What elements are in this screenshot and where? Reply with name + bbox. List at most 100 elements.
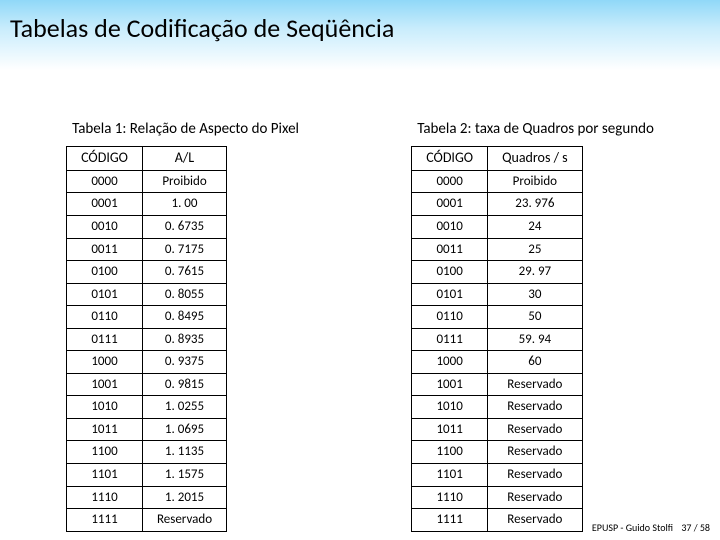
table2-cell-value: Reservado	[488, 373, 583, 396]
table1-cell-code: 1001	[67, 373, 143, 396]
table1-cell-code: 0101	[67, 283, 143, 306]
table-row: 001125	[412, 238, 582, 261]
table-row: 10000. 9375	[67, 351, 227, 374]
table1-cell-value: 0. 7615	[142, 261, 226, 284]
table2-cell-value: 25	[488, 238, 583, 261]
table2-cell-code: 0010	[412, 215, 488, 238]
table1-cell-value: 1. 0255	[142, 396, 226, 419]
content-area: Tabela 1: Relação de Aspecto do Pixel CÓ…	[0, 70, 720, 532]
table1-cell-value: Reservado	[142, 509, 226, 532]
table2-cell-code: 0011	[412, 238, 488, 261]
table-row: 11011. 1575	[67, 464, 227, 487]
table1-cell-value: 0. 8935	[142, 328, 226, 351]
table-row: 0000Proibido	[412, 170, 582, 193]
table-row: 01100. 8495	[67, 306, 227, 329]
table2-head-c1: Quadros / s	[488, 147, 583, 171]
table-row: 00100. 6735	[67, 215, 227, 238]
table1-cell-code: 0110	[67, 306, 143, 329]
table1-block: Tabela 1: Relação de Aspecto do Pixel CÓ…	[66, 120, 299, 532]
table1-cell-code: 1011	[67, 418, 143, 441]
table2-cell-code: 1110	[412, 486, 488, 509]
table2: CÓDIGO Quadros / s 0000Proibido000123. 9…	[411, 146, 582, 532]
table1-head-c1: A/L	[142, 147, 226, 171]
table-row: 1010Reservado	[412, 396, 582, 419]
table1-cell-code: 0001	[67, 193, 143, 216]
table1-cell-value: 0. 6735	[142, 215, 226, 238]
table2-cell-code: 1000	[412, 351, 488, 374]
table1-cell-value: 1. 00	[142, 193, 226, 216]
table1-cell-code: 1111	[67, 509, 143, 532]
table-row: 011050	[412, 306, 582, 329]
table-row: 1101Reservado	[412, 464, 582, 487]
table1-cell-code: 0000	[67, 170, 143, 193]
table-row: 11001. 1135	[67, 441, 227, 464]
table2-cell-value: Reservado	[488, 464, 583, 487]
table2-cell-value: 24	[488, 215, 583, 238]
table-row: 10111. 0695	[67, 418, 227, 441]
table1-cell-code: 0111	[67, 328, 143, 351]
table1-cell-code: 0010	[67, 215, 143, 238]
table1-cell-value: 1. 2015	[142, 486, 226, 509]
table2-cell-code: 0100	[412, 261, 488, 284]
table-row: 010130	[412, 283, 582, 306]
table-row: 010029. 97	[412, 261, 582, 284]
table-header-row: CÓDIGO A/L	[67, 147, 227, 171]
table2-cell-value: Reservado	[488, 441, 583, 464]
footer-page: 37 / 58	[681, 521, 710, 534]
title-band: Tabelas de Codificação de Seqüência	[0, 0, 720, 70]
table1-cell-code: 1000	[67, 351, 143, 374]
table2-cell-code: 0110	[412, 306, 488, 329]
table-row: 01010. 8055	[67, 283, 227, 306]
table2-cell-value: 50	[488, 306, 583, 329]
table2-cell-code: 1111	[412, 509, 488, 532]
table2-cell-code: 0000	[412, 170, 488, 193]
table2-cell-value: 23. 976	[488, 193, 583, 216]
table2-cell-code: 0101	[412, 283, 488, 306]
table1-cell-code: 1010	[67, 396, 143, 419]
table-row: 00011. 00	[67, 193, 227, 216]
table2-cell-value: 60	[488, 351, 583, 374]
table2-cell-code: 1011	[412, 418, 488, 441]
table2-cell-value: Proibido	[488, 170, 583, 193]
table2-cell-value: 30	[488, 283, 583, 306]
table1-cell-value: 0. 8495	[142, 306, 226, 329]
table1-cell-code: 1101	[67, 464, 143, 487]
table1-cell-value: Proibido	[142, 170, 226, 193]
table1-cell-value: 0. 9375	[142, 351, 226, 374]
table1-cell-code: 0011	[67, 238, 143, 261]
table-row: 1111Reservado	[412, 509, 582, 532]
table2-cell-value: Reservado	[488, 486, 583, 509]
table1-head-c0: CÓDIGO	[67, 147, 143, 171]
table-row: 01000. 7615	[67, 261, 227, 284]
table-header-row: CÓDIGO Quadros / s	[412, 147, 582, 171]
table-row: 1110Reservado	[412, 486, 582, 509]
table-row: 11101. 2015	[67, 486, 227, 509]
table1-cell-value: 1. 1575	[142, 464, 226, 487]
table1-cell-code: 1110	[67, 486, 143, 509]
table1-cell-value: 1. 1135	[142, 441, 226, 464]
table1: CÓDIGO A/L 0000Proibido00011. 0000100. 6…	[66, 146, 227, 532]
table-row: 1001Reservado	[412, 373, 582, 396]
footer: EPUSP - Guido Stolfi 37 / 58	[592, 521, 710, 534]
table1-cell-code: 0100	[67, 261, 143, 284]
table2-cell-code: 1001	[412, 373, 488, 396]
table2-cell-value: Reservado	[488, 418, 583, 441]
table1-cell-value: 0. 7175	[142, 238, 226, 261]
table2-block: Tabela 2: taxa de Quadros por segundo CÓ…	[411, 120, 654, 532]
table2-cell-code: 0111	[412, 328, 488, 351]
table-row: 01110. 8935	[67, 328, 227, 351]
table2-head-c0: CÓDIGO	[412, 147, 488, 171]
table-row: 1011Reservado	[412, 418, 582, 441]
table1-subtitle: Tabela 1: Relação de Aspecto do Pixel	[66, 120, 299, 138]
table1-cell-value: 1. 0695	[142, 418, 226, 441]
table-row: 10101. 0255	[67, 396, 227, 419]
table-row: 0000Proibido	[67, 170, 227, 193]
table-row: 000123. 976	[412, 193, 582, 216]
table2-cell-value: 29. 97	[488, 261, 583, 284]
table2-cell-value: Reservado	[488, 509, 583, 532]
table2-cell-value: Reservado	[488, 396, 583, 419]
footer-author: EPUSP - Guido Stolfi	[592, 521, 673, 534]
table2-cell-code: 0001	[412, 193, 488, 216]
table-row: 00110. 7175	[67, 238, 227, 261]
table-row: 10010. 9815	[67, 373, 227, 396]
